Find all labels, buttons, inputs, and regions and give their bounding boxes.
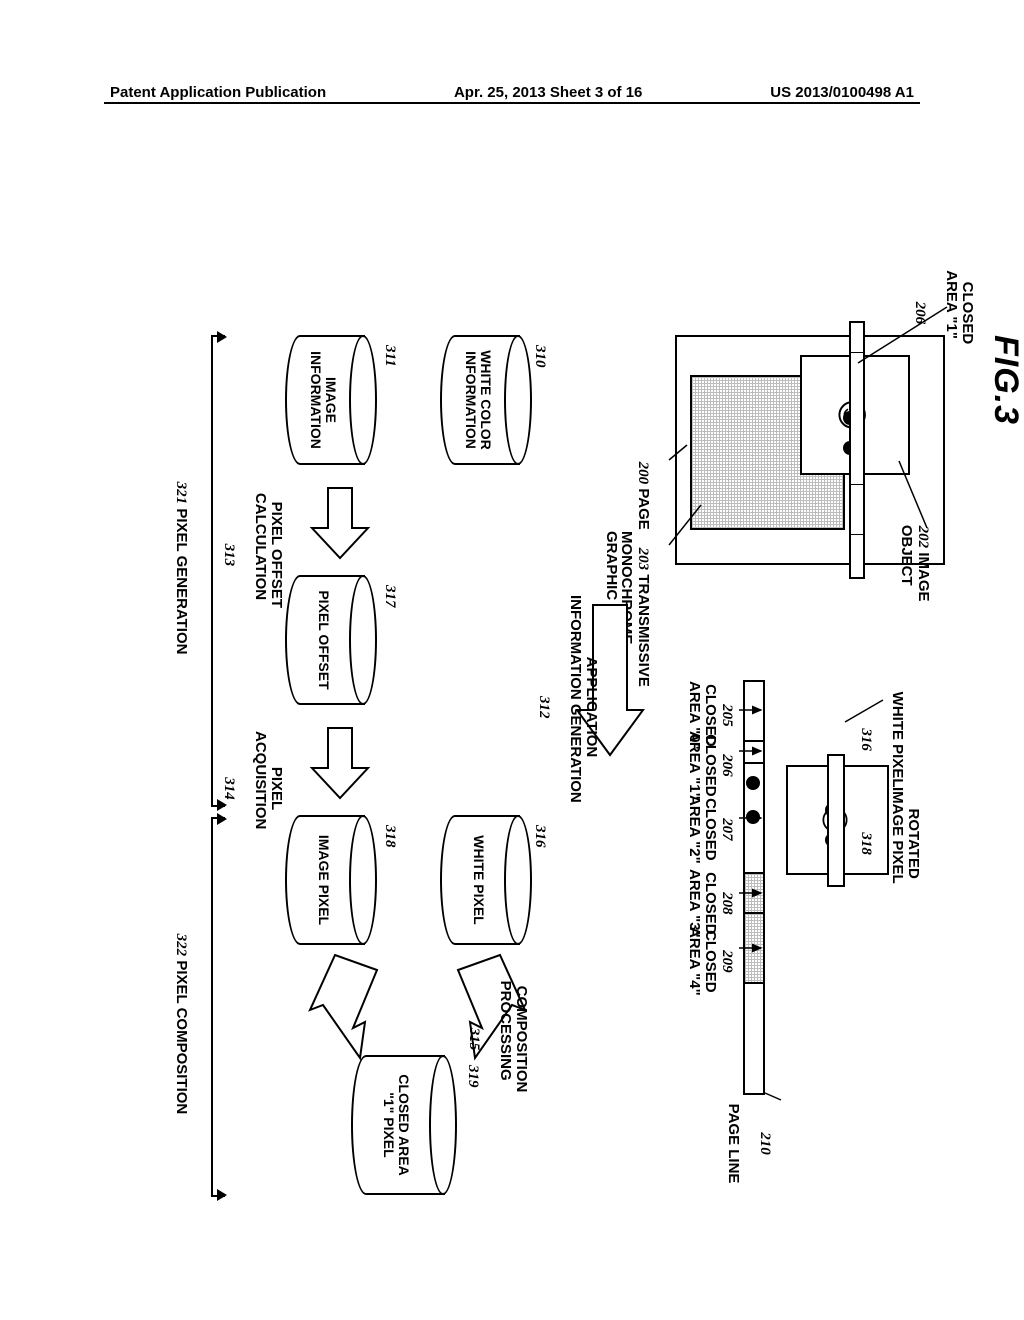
header-right: US 2013/0100498 A1 [770,84,914,101]
arrow-pixel-offset-calc-icon [300,483,380,563]
ref-310: 310 [531,345,547,368]
label-area-4: 209CLOSED AREA "4" [687,927,735,996]
label-app-info: APPLICATION INFORMATION GENERATION 312 [520,595,616,803]
header: Patent Application Publication Apr. 25, … [0,84,1024,101]
header-rule [104,102,920,104]
label-white-pixel-top: WHITE PIXEL 316 [841,675,921,788]
arrow-pixel-acquisition-icon [300,723,380,803]
cylinder-310: WHITE COLOR INFORMATION [440,335,520,465]
bracket-pixel-composition [211,817,225,1197]
cylinder-316: WHITE PIXEL [440,815,520,945]
figure-title: FIG.3 [986,335,1024,425]
label-area-2: 207CLOSED AREA "2" [687,795,735,864]
label-page-line: 210 PAGE LINE [709,1087,789,1183]
header-center: Apr. 25, 2013 Sheet 3 of 16 [454,84,642,101]
cylinder-319: CLOSED AREA "1" PIXEL [351,1055,445,1195]
cylinder-318: IMAGE PIXEL [285,815,365,945]
label-pixel-composition: 322 PIXEL COMPOSITION [157,917,205,1114]
label-pixel-generation: 321 PIXEL GENERATION [157,465,205,654]
header-left: Patent Application Publication [110,84,326,101]
ref-316: 316 [531,825,547,848]
leader-lines-page [625,295,985,655]
label-area-1: 206CLOSED AREA "1" [687,731,735,800]
label-rotated-image-pixel: ROTATED IMAGE PIXEL 318 [842,787,938,884]
label-composition-processing: COMPOSITION PROCESSING 315 [450,969,546,1092]
ref-318: 318 [381,825,397,848]
figure: FIG.3 ☺ CLOSED AREA "1" 206 202 IMAGE OB… [35,295,985,1095]
ref-317: 317 [381,585,397,608]
bracket-pixel-generation [211,335,225,807]
cylinder-311: IMAGE INFORMATION [285,335,365,465]
ref-311: 311 [381,345,397,367]
